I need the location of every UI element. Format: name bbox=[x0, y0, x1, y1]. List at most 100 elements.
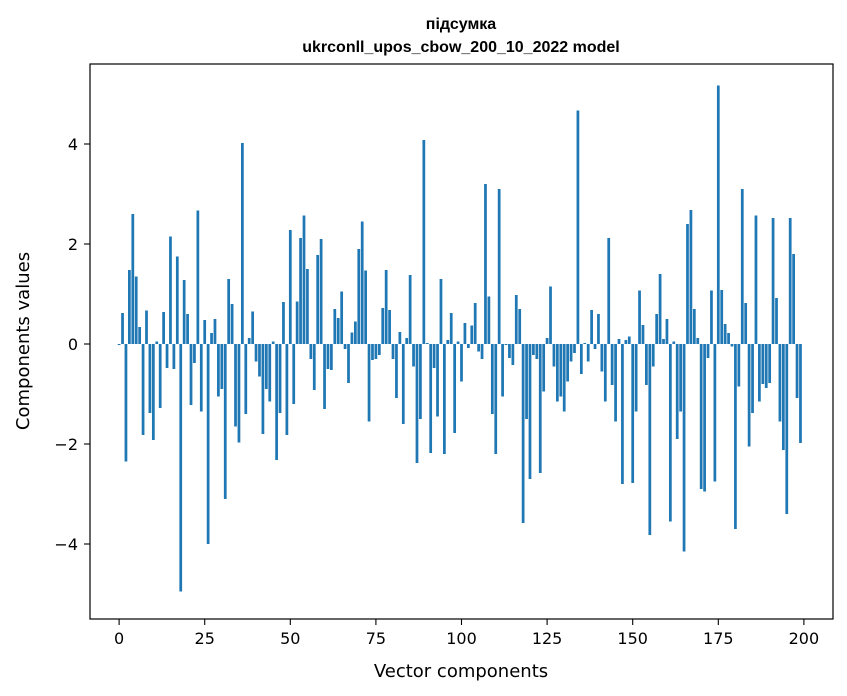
bar bbox=[179, 344, 183, 592]
bar bbox=[333, 309, 337, 344]
bar bbox=[764, 344, 768, 388]
bar bbox=[494, 344, 498, 454]
bar bbox=[586, 344, 590, 362]
bar bbox=[682, 344, 686, 552]
bar bbox=[535, 344, 539, 359]
bar bbox=[675, 344, 679, 439]
bar bbox=[319, 239, 323, 344]
bar bbox=[237, 344, 241, 443]
bar bbox=[470, 325, 474, 344]
bar bbox=[692, 309, 696, 344]
x-tick-label: 0 bbox=[114, 629, 124, 648]
bar bbox=[562, 344, 566, 412]
bar bbox=[634, 344, 638, 412]
x-tick-label: 25 bbox=[195, 629, 215, 648]
bar bbox=[223, 344, 227, 499]
bar bbox=[795, 344, 799, 398]
bar bbox=[775, 298, 778, 344]
bar bbox=[271, 341, 275, 344]
bar bbox=[607, 238, 611, 344]
x-tick-label: 200 bbox=[789, 629, 820, 648]
bar bbox=[306, 269, 309, 344]
bar bbox=[463, 323, 467, 344]
y-axis-label: Components values bbox=[13, 252, 34, 430]
bar bbox=[528, 344, 532, 479]
bar bbox=[203, 320, 207, 344]
bar bbox=[672, 341, 676, 344]
bar bbox=[730, 344, 734, 347]
bar bbox=[134, 276, 138, 344]
bar bbox=[751, 344, 754, 413]
bar bbox=[377, 344, 381, 355]
bar bbox=[395, 344, 398, 398]
bar bbox=[343, 344, 347, 349]
bar bbox=[330, 344, 333, 370]
bar bbox=[566, 344, 570, 382]
bar bbox=[374, 344, 378, 359]
bar bbox=[511, 344, 515, 365]
chart-title: підсумка bbox=[426, 16, 496, 33]
bar bbox=[638, 290, 641, 344]
bar bbox=[422, 140, 426, 344]
bar bbox=[668, 344, 672, 522]
bar bbox=[597, 314, 600, 344]
bar bbox=[521, 344, 525, 523]
bar bbox=[552, 344, 556, 367]
bar bbox=[220, 344, 224, 389]
x-tick-label: 50 bbox=[280, 629, 300, 648]
bar bbox=[244, 344, 248, 414]
bar bbox=[429, 344, 433, 453]
bar bbox=[778, 344, 782, 422]
bar bbox=[627, 336, 631, 344]
bar bbox=[148, 344, 152, 413]
bar bbox=[716, 85, 720, 344]
bar bbox=[665, 319, 669, 344]
bar bbox=[165, 344, 169, 368]
bar bbox=[285, 344, 289, 435]
bar bbox=[336, 318, 340, 344]
bar bbox=[703, 344, 706, 492]
bar bbox=[614, 344, 617, 422]
bar bbox=[490, 344, 494, 414]
y-tick-label: 4 bbox=[68, 135, 78, 154]
bar bbox=[453, 344, 457, 433]
bar bbox=[710, 290, 713, 344]
bar bbox=[227, 279, 231, 344]
bar bbox=[785, 344, 789, 514]
bar bbox=[388, 310, 391, 344]
bar bbox=[569, 344, 573, 362]
bar bbox=[357, 249, 361, 344]
bar bbox=[484, 184, 487, 344]
bar bbox=[309, 344, 313, 359]
bar bbox=[655, 314, 659, 344]
bar bbox=[446, 340, 450, 344]
y-tick-label: −2 bbox=[54, 435, 78, 454]
bar bbox=[593, 344, 597, 349]
x-axis-ticks: 0 25 50 75 100 125 150 175 200 bbox=[114, 619, 819, 648]
x-tick-label: 175 bbox=[703, 629, 734, 648]
bar bbox=[706, 344, 710, 358]
bar bbox=[128, 270, 131, 344]
bar bbox=[302, 215, 306, 344]
bar bbox=[196, 210, 200, 344]
bar bbox=[549, 286, 552, 344]
bar bbox=[364, 270, 367, 344]
bar bbox=[282, 302, 285, 344]
bar bbox=[347, 344, 350, 383]
bar bbox=[651, 344, 655, 367]
bar bbox=[117, 344, 121, 345]
bar bbox=[230, 304, 234, 344]
bar bbox=[169, 236, 172, 344]
bar bbox=[473, 303, 477, 344]
bar bbox=[727, 333, 730, 344]
bar bbox=[316, 255, 320, 344]
bar bbox=[258, 344, 261, 377]
bar bbox=[573, 344, 576, 353]
bar bbox=[460, 344, 463, 382]
bar bbox=[645, 344, 648, 385]
bar bbox=[744, 303, 748, 344]
bar bbox=[781, 344, 785, 450]
bar bbox=[186, 314, 189, 344]
bar bbox=[326, 344, 330, 369]
